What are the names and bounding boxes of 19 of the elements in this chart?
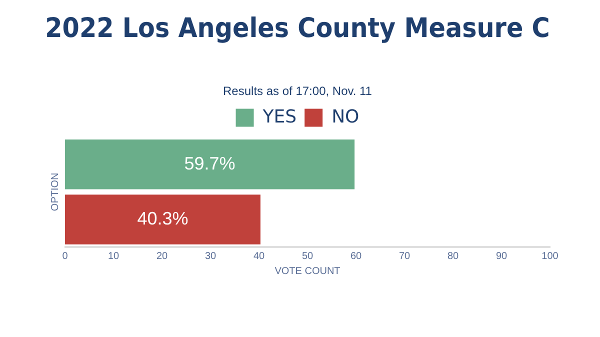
chart-subtitle: Results as of 17:00, Nov. 11 bbox=[223, 84, 372, 98]
x-tick-label: 100 bbox=[542, 250, 559, 262]
x-tick-label: 70 bbox=[398, 250, 410, 262]
x-tick-label: 50 bbox=[302, 250, 314, 262]
x-tick-label: 30 bbox=[204, 250, 216, 262]
x-tick-label: 10 bbox=[108, 250, 120, 262]
x-tick-label: 60 bbox=[350, 250, 362, 262]
chart-title: 2022 Los Angeles County Measure C bbox=[45, 13, 550, 45]
data-label: 40.3% bbox=[137, 208, 188, 228]
y-axis-title: OPTION bbox=[50, 172, 61, 212]
data-label: 59.7% bbox=[184, 153, 236, 174]
x-tick-label: 20 bbox=[156, 250, 168, 262]
x-tick-label: 80 bbox=[447, 250, 459, 262]
legend-label: NO bbox=[332, 106, 360, 128]
x-tick-label: 40 bbox=[253, 250, 265, 262]
x-tick-label: 90 bbox=[496, 250, 508, 262]
x-tick-label: 0 bbox=[62, 250, 68, 262]
x-axis-title: VOTE COUNT bbox=[274, 266, 340, 277]
legend-label: YES bbox=[262, 106, 297, 128]
